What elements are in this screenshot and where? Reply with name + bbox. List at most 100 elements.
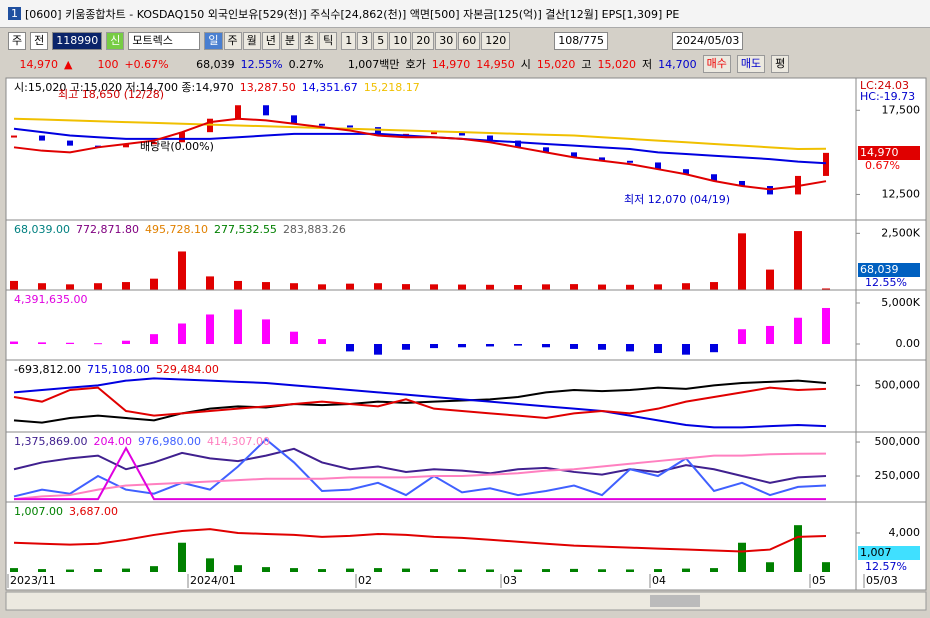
bar: [570, 284, 578, 290]
bar: [430, 284, 438, 290]
bar: [766, 562, 774, 572]
code[interactable]: 118990: [52, 32, 103, 50]
candle: [487, 135, 493, 141]
ask: 14,970: [431, 57, 471, 71]
bar: [206, 558, 214, 572]
bar: [794, 317, 802, 345]
interval-button[interactable]: 5: [373, 32, 389, 50]
interval-button[interactable]: 30: [435, 32, 458, 50]
bar: [234, 280, 242, 290]
legend-entry: 529,484.00: [156, 363, 219, 376]
y-tick-label: 5,000K: [881, 296, 920, 309]
avg-button[interactable]: 평: [771, 55, 790, 73]
bar: [514, 344, 522, 346]
interval-button[interactable]: 60: [458, 32, 481, 50]
bar: [178, 323, 186, 345]
bar: [262, 319, 270, 345]
x-tick-label: 2023/11: [10, 574, 56, 587]
bar: [10, 341, 18, 345]
open: 15,020: [536, 57, 576, 71]
x-tick-label: 02: [358, 574, 372, 587]
bar: [766, 325, 774, 345]
date[interactable]: 2024/05/03: [671, 32, 744, 50]
candle: [319, 123, 325, 126]
bar: [150, 334, 158, 345]
title-bar: 1 [0600] 키움종합차트 - KOSDAQ150 외국인보유[529(천)…: [0, 0, 930, 28]
stock-name[interactable]: 모트렉스: [128, 32, 201, 50]
candle: [235, 105, 241, 119]
bar: [318, 284, 326, 290]
x-tick-label: 05/03: [866, 574, 898, 587]
line-series: [13, 377, 827, 429]
legend-entry: 1,375,869.00: [14, 435, 87, 448]
period-tab[interactable]: 주: [223, 32, 242, 50]
ratio: 0.27%: [288, 57, 324, 71]
period-tab[interactable]: 년: [261, 32, 280, 50]
bar: [430, 344, 438, 349]
bar: [682, 568, 690, 572]
candle: [67, 140, 73, 146]
candle: [543, 147, 549, 153]
bar: [710, 344, 718, 353]
bar: [570, 568, 578, 572]
line-series: [13, 437, 827, 498]
change-pct: +0.67%: [124, 57, 169, 71]
bar: [626, 569, 634, 572]
period-tab[interactable]: 일: [204, 32, 223, 50]
y-tick-label: 17,500: [882, 103, 921, 116]
window-title: [0600] 키움종합차트 - KOSDAQ150 외국인보유[529(천)] …: [25, 7, 680, 21]
bar: [598, 569, 606, 572]
bar: [710, 282, 718, 290]
period-tab[interactable]: 분: [280, 32, 299, 50]
y-tick-label: 12,500: [882, 187, 921, 200]
legend-entry: 1,007.00: [14, 505, 63, 518]
interval-button[interactable]: 120: [481, 32, 511, 50]
market[interactable]: 주: [8, 32, 27, 50]
low: 14,700: [658, 57, 697, 71]
bar: [654, 569, 662, 572]
axis-note: 68,039: [860, 263, 899, 276]
bar: [318, 569, 326, 572]
turnover: 12.55%: [240, 57, 283, 71]
legend-entry: 15,218.17: [364, 81, 420, 94]
bar: [794, 231, 802, 290]
period-tab[interactable]: 월: [242, 32, 261, 50]
period-tab[interactable]: 틱: [319, 32, 338, 50]
sell-button[interactable]: 매도: [736, 55, 766, 73]
axis-note: 12.57%: [865, 560, 907, 573]
line-series: [13, 447, 827, 484]
candle: [95, 145, 101, 148]
bar: [10, 280, 18, 290]
bar: [794, 525, 802, 572]
bar: [654, 284, 662, 290]
bar: [738, 329, 746, 345]
amount: 1,007백만: [347, 58, 400, 71]
bar: [206, 314, 214, 345]
view[interactable]: 전: [30, 32, 49, 50]
axis-note: LC:24.03: [860, 79, 909, 92]
candle: [347, 125, 353, 128]
bid: 14,950: [476, 57, 515, 71]
bar: [346, 568, 354, 572]
bar: [486, 569, 494, 572]
interval-button[interactable]: 1: [341, 32, 357, 50]
interval-button[interactable]: 10: [389, 32, 412, 50]
candle: [375, 127, 381, 136]
candle: [515, 140, 521, 148]
candle: [795, 175, 801, 195]
line-series: [13, 127, 827, 165]
bar: [206, 276, 214, 290]
candle: [291, 115, 297, 124]
bar: [766, 269, 774, 290]
bar: [738, 542, 746, 572]
y-tick-label: 0.00: [896, 337, 921, 350]
count[interactable]: 108/775: [554, 32, 608, 50]
interval-button[interactable]: 3: [357, 32, 373, 50]
bar: [262, 567, 270, 572]
axis-note-bg: [858, 146, 920, 160]
interval-button[interactable]: 20: [412, 32, 435, 50]
buy-button[interactable]: 매수: [702, 55, 731, 73]
period-tab[interactable]: 초: [300, 32, 319, 50]
bar: [38, 569, 46, 572]
